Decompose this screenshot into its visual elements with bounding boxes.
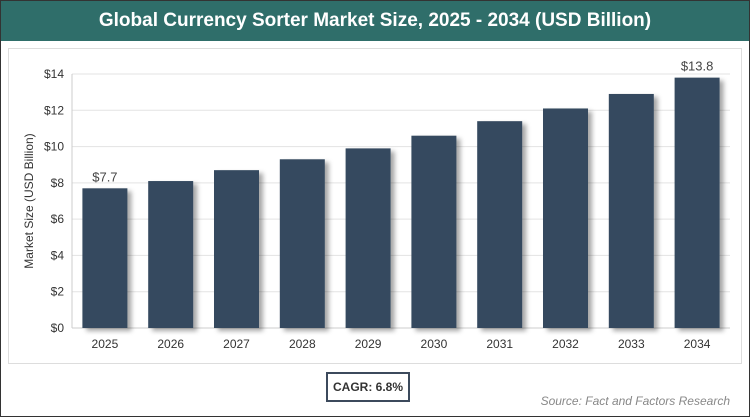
data-label: $13.8 — [681, 59, 714, 74]
x-tick-label: 2025 — [92, 337, 119, 351]
y-tick-label: $2 — [51, 285, 65, 299]
x-tick-label: 2028 — [289, 337, 316, 351]
x-tick-label: 2027 — [223, 337, 250, 351]
y-tick-label: $8 — [51, 176, 65, 190]
y-tick-label: $4 — [51, 248, 65, 262]
bar-2030 — [411, 135, 457, 328]
y-tick-label: $6 — [51, 212, 65, 226]
bar-2031 — [477, 121, 523, 329]
bar-2029 — [345, 148, 391, 328]
y-tick-label: $14 — [44, 67, 64, 81]
chart-title: Global Currency Sorter Market Size, 2025… — [1, 1, 749, 41]
x-tick-label: 2031 — [486, 337, 513, 351]
x-tick-label: 2034 — [684, 337, 711, 351]
bar-2027 — [214, 170, 259, 328]
plot-border — [8, 48, 742, 364]
bar-2025 — [82, 188, 128, 328]
bar-2034 — [674, 77, 720, 328]
x-tick-label: 2030 — [421, 337, 448, 351]
bar-2033 — [608, 93, 654, 328]
x-tick-label: 2029 — [355, 337, 382, 351]
x-tick-label: 2033 — [618, 337, 645, 351]
y-tick-label: $0 — [51, 321, 65, 335]
y-tick-label: $10 — [44, 140, 64, 154]
y-axis-title: Market Size (USD Billion) — [22, 133, 36, 268]
data-label: $7.7 — [92, 169, 117, 184]
cagr-badge: CAGR: 6.8% — [326, 372, 410, 402]
bar-2026 — [148, 181, 194, 328]
y-tick-label: $12 — [44, 103, 64, 117]
x-tick-label: 2026 — [157, 337, 184, 351]
bar-2032 — [543, 108, 588, 328]
source-note: Source: Fact and Factors Research — [540, 394, 730, 408]
bar-2028 — [279, 159, 325, 328]
x-tick-label: 2032 — [552, 337, 579, 351]
